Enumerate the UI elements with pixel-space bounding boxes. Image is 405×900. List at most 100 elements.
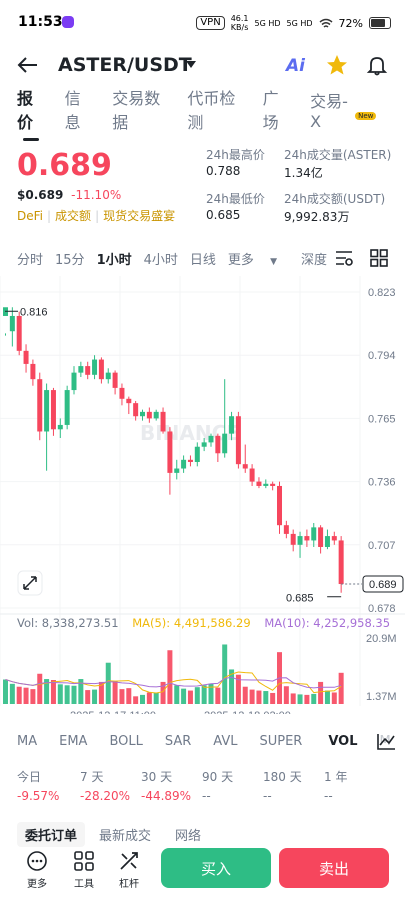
indicator-sar[interactable]: SAR bbox=[164, 734, 192, 749]
tab-trade-data[interactable]: 交易数据 bbox=[112, 89, 161, 132]
candle-body bbox=[331, 536, 337, 541]
indicator-chart-icon[interactable] bbox=[376, 733, 396, 751]
volume-bar bbox=[98, 681, 104, 704]
volume-bar bbox=[297, 694, 303, 704]
candle-body bbox=[215, 435, 221, 454]
high-marker-label: 0.816 bbox=[20, 306, 48, 318]
volume-bar bbox=[181, 688, 187, 704]
tab-quote[interactable]: 报价 bbox=[17, 85, 45, 141]
chart-settings-icon[interactable] bbox=[334, 249, 354, 267]
interval-time-share[interactable]: 分时 bbox=[17, 253, 44, 268]
high-value: 0.788 bbox=[206, 164, 241, 178]
volume-bar bbox=[235, 674, 241, 704]
pair-title[interactable]: ASTER/USDT bbox=[58, 54, 192, 76]
ai-icon[interactable]: Ai bbox=[286, 56, 305, 76]
sell-button[interactable]: 卖出 bbox=[279, 848, 389, 888]
tab-network[interactable]: 网络 bbox=[175, 829, 202, 844]
interval-more[interactable]: 更多 ▼ bbox=[227, 253, 277, 268]
tab-trade-x[interactable]: 交易-X New bbox=[310, 88, 405, 131]
chevron-down-icon[interactable] bbox=[186, 61, 196, 69]
volume-bar bbox=[126, 688, 132, 704]
tag-list: DeFi | 成交额 | 现货交易盛宴 bbox=[17, 209, 176, 223]
volume-bar bbox=[30, 689, 36, 704]
perf-1y: 1 年 -- bbox=[324, 770, 348, 803]
last-price-box bbox=[362, 575, 404, 593]
interval-1h[interactable]: 1小时 bbox=[96, 253, 132, 268]
expand-icon[interactable] bbox=[17, 570, 43, 596]
amount-value: 9,992.83万 bbox=[284, 210, 350, 224]
candle-body bbox=[160, 411, 166, 432]
indicator-more[interactable]: M bbox=[379, 734, 391, 749]
volume-bar bbox=[105, 662, 111, 704]
candle-body bbox=[290, 533, 296, 545]
indicator-vol[interactable]: VOL bbox=[328, 734, 358, 749]
interval-bar: 分时 15分 1小时 4小时 日线 更多 ▼ 深度 bbox=[17, 249, 339, 268]
more-button[interactable]: 更多 bbox=[26, 850, 48, 890]
leverage-button[interactable]: 杠杆 bbox=[118, 850, 140, 890]
volume-bar bbox=[57, 684, 63, 704]
tools-button[interactable]: 工具 bbox=[73, 850, 95, 890]
candle-body bbox=[16, 315, 22, 351]
favorite-star-icon[interactable] bbox=[326, 54, 348, 76]
volume-bar bbox=[167, 650, 173, 704]
price-change: -11.10% bbox=[71, 188, 122, 202]
y-tick-label: 0.678 bbox=[368, 603, 396, 615]
tab-info[interactable]: 信息 bbox=[64, 89, 81, 132]
perf-7d: 7 天 -28.20% bbox=[80, 770, 131, 803]
wifi-icon bbox=[319, 18, 333, 28]
volume-bar bbox=[112, 680, 118, 704]
bell-icon[interactable] bbox=[366, 54, 388, 76]
vol-tick-label: 20.9M bbox=[366, 633, 397, 645]
vol-tick-label: 1.37M bbox=[366, 691, 397, 703]
candlestick-chart[interactable]: 0.8230.7940.7650.7360.7070.678BINANCE20.… bbox=[0, 276, 405, 714]
volume-bar bbox=[133, 696, 139, 704]
volume-bar bbox=[318, 681, 324, 704]
buy-button[interactable]: 买入 bbox=[161, 848, 271, 888]
clock: 11:53 bbox=[18, 14, 63, 30]
tab-latest-trades[interactable]: 最新成交 bbox=[99, 829, 152, 844]
tab-square[interactable]: 广场 bbox=[262, 89, 279, 132]
high-label: 24h最高价 bbox=[206, 148, 265, 162]
volume-bar bbox=[140, 694, 145, 704]
more-icon bbox=[27, 851, 47, 871]
volume-ma5-line bbox=[5, 671, 342, 694]
indicator-avl[interactable]: AVL bbox=[213, 734, 238, 749]
signal-2: 5G HD bbox=[286, 18, 313, 28]
candle-body bbox=[140, 411, 145, 417]
candle-body bbox=[9, 315, 15, 332]
layout-grid-icon[interactable] bbox=[370, 249, 388, 267]
volume-bar bbox=[249, 689, 255, 704]
depth-tab[interactable]: 深度 bbox=[300, 253, 327, 268]
tag-defi[interactable]: DeFi bbox=[17, 209, 43, 223]
volume-bar bbox=[215, 687, 221, 704]
last-price-label: 0.689 bbox=[369, 579, 397, 591]
interval-day[interactable]: 日线 bbox=[189, 253, 216, 268]
indicator-super[interactable]: SUPER bbox=[259, 734, 303, 749]
candle-body bbox=[311, 527, 317, 541]
volume-bar bbox=[174, 685, 180, 704]
back-arrow-icon[interactable] bbox=[17, 56, 39, 74]
x-tick-label: 2025-12-18 02:00 bbox=[204, 710, 291, 714]
indicator-ema[interactable]: EMA bbox=[59, 734, 88, 749]
volume-bar bbox=[64, 685, 70, 704]
interval-4h[interactable]: 4小时 bbox=[143, 253, 178, 268]
tag-turnover[interactable]: 成交额 bbox=[55, 209, 92, 223]
interval-15m[interactable]: 15分 bbox=[55, 253, 85, 268]
app-notification-icon bbox=[62, 16, 74, 28]
battery-icon bbox=[369, 17, 391, 29]
candle-body bbox=[71, 372, 77, 391]
low-marker-label: 0.685 bbox=[286, 593, 314, 605]
candle-body bbox=[30, 363, 36, 380]
candle-body bbox=[85, 366, 91, 375]
volume-ma10-line bbox=[5, 676, 342, 689]
signal-1: 5G HD bbox=[254, 18, 281, 28]
tag-event[interactable]: 现货交易盛宴 bbox=[103, 209, 176, 223]
vpn-indicator: VPN bbox=[196, 16, 225, 30]
candle-body bbox=[92, 359, 98, 375]
tab-token-check[interactable]: 代币检测 bbox=[187, 89, 236, 132]
volume-bar bbox=[78, 679, 84, 704]
indicator-ma[interactable]: MA bbox=[17, 734, 38, 749]
indicator-boll[interactable]: BOLL bbox=[109, 734, 143, 749]
tab-orders[interactable]: 委托订单 bbox=[17, 822, 86, 847]
header: ASTER/USDT Ai bbox=[0, 46, 405, 86]
